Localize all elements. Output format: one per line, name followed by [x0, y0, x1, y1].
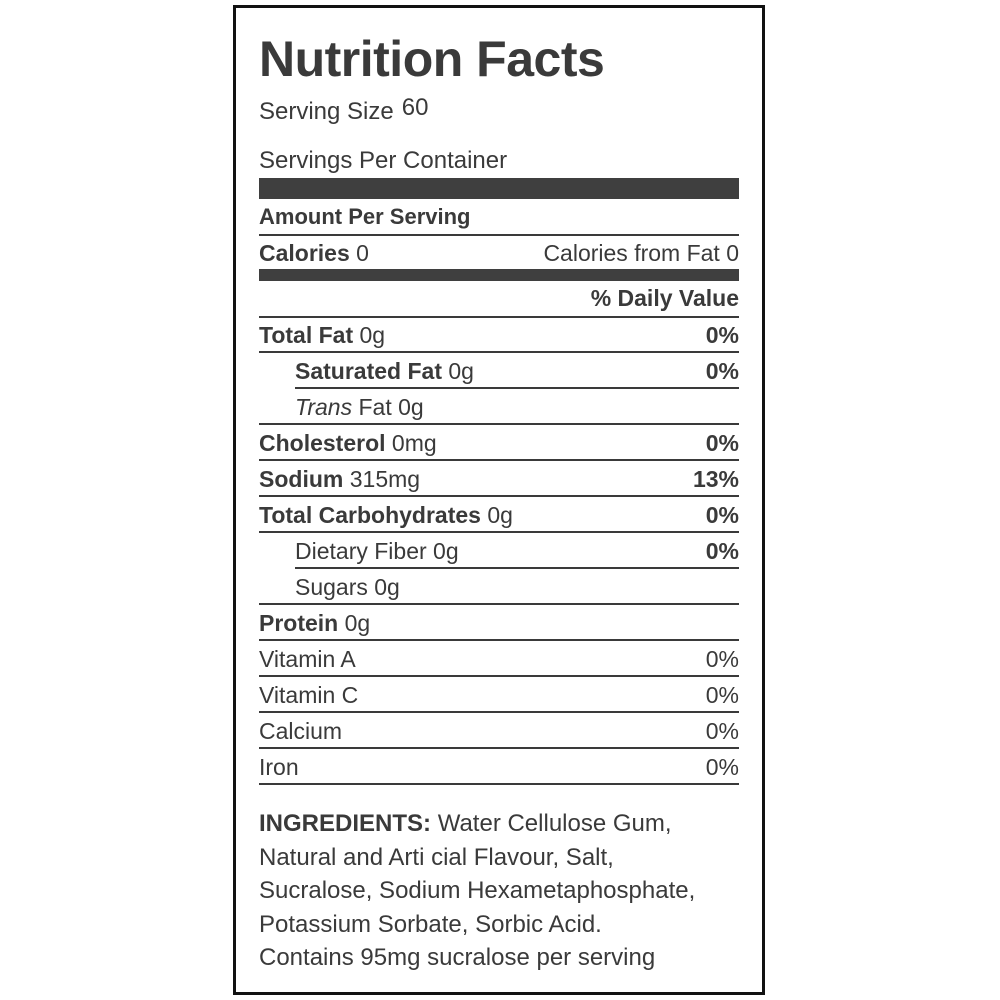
nutrient-row-saturated-fat: Saturated Fat 0g 0% — [295, 354, 739, 389]
calories-label: Calories — [259, 240, 350, 266]
vitamin-row-a: Vitamin A 0% — [259, 642, 739, 677]
nutrient-dv: 0% — [705, 322, 739, 348]
amount-per-serving: Amount Per Serving — [259, 199, 739, 236]
vitamin-dv: 0% — [705, 754, 739, 780]
serving-size: Serving Size 60 — [259, 94, 428, 126]
nutrient-dv: 0% — [705, 502, 739, 528]
nutrient-row-sodium: Sodium 315mg 13% — [259, 462, 739, 497]
nutrient-name: Protein — [259, 610, 339, 636]
ingredients-label: INGREDIENTS: — [259, 810, 432, 837]
nutrient-name: Total Carbohydrates — [259, 502, 481, 528]
nutrient-row-protein: Protein 0g — [259, 606, 739, 641]
vitamin-row-calcium: Calcium 0% — [259, 714, 739, 749]
label-title: Nutrition Facts — [259, 31, 605, 87]
vitamin-name: Calcium — [259, 718, 343, 744]
serving-size-label: Serving Size — [259, 98, 394, 125]
nutrient-dv: 0% — [705, 538, 739, 564]
nutrient-row-sugars: Sugars 0g — [259, 570, 739, 605]
nutrient-name: Total Fat — [259, 322, 354, 348]
ingredients-line: Natural and Arti cial Flavour, Salt, — [259, 843, 614, 871]
nutrient-row-trans-fat: Trans Fat 0g — [259, 390, 739, 425]
vitamin-dv: 0% — [705, 646, 739, 672]
nutrient-amount: 0g — [359, 322, 386, 348]
nutrition-label: Nutrition Facts Serving Size 60 Servings … — [233, 5, 765, 995]
serving-size-value: 60 — [401, 94, 429, 121]
nutrient-name: Dietary Fiber — [295, 538, 427, 564]
nutrient-name: Cholesterol — [259, 430, 386, 456]
nutrient-row-total-carbohydrates: Total Carbohydrates 0g 0% — [259, 498, 739, 533]
nutrient-amount: 0g — [374, 574, 400, 600]
calories-row: Calories 0 Calories from Fat 0 — [259, 236, 739, 271]
nutrient-name: Saturated Fat — [295, 358, 442, 384]
daily-value-label: % Daily Value — [590, 285, 739, 311]
nutrient-row-dietary-fiber: Dietary Fiber 0g 0% — [295, 534, 739, 569]
ingredients-line: Water Cellulose Gum, — [437, 810, 672, 837]
nutrient-name-italic: Trans — [295, 394, 353, 420]
nutrient-amount: 0g — [398, 394, 424, 420]
nutrient-amount: 0mg — [391, 430, 437, 456]
ingredients: INGREDIENTS: Water Cellulose Gum, Natura… — [259, 807, 749, 975]
vitamin-row-iron: Iron 0% — [259, 750, 739, 785]
vitamin-dv: 0% — [705, 682, 739, 708]
nutrient-row-total-fat: Total Fat 0g 0% — [259, 318, 739, 353]
servings-per-container: Servings Per Container — [259, 147, 508, 174]
nutrient-name: Sodium — [259, 466, 344, 492]
nutrient-amount: 0g — [433, 538, 459, 564]
vitamin-dv: 0% — [705, 718, 739, 744]
nutrient-dv: 0% — [705, 430, 739, 456]
medium-divider — [259, 269, 739, 281]
nutrient-amount: 0g — [487, 502, 513, 528]
vitamin-row-c: Vitamin C 0% — [259, 678, 739, 713]
nutrient-amount: 0g — [448, 358, 474, 384]
calories-from-fat: Calories from Fat 0 — [543, 240, 739, 266]
daily-value-header: % Daily Value — [259, 281, 739, 318]
calories-value: 0 — [356, 240, 369, 266]
vitamin-name: Vitamin A — [259, 646, 356, 672]
nutrient-amount: 315mg — [349, 466, 421, 492]
ingredients-line: Sucralose, Sodium Hexametaphosphate, — [259, 877, 696, 904]
nutrient-name: Sugars — [295, 574, 368, 600]
ingredients-line: Contains 95mg sucralose per serving — [259, 944, 656, 971]
nutrient-name: Fat — [358, 394, 392, 420]
ingredients-line: Potassium Sorbate, Sorbic Acid. — [259, 910, 602, 938]
nutrient-row-cholesterol: Cholesterol 0mg 0% — [259, 426, 739, 461]
nutrient-dv: 13% — [692, 466, 739, 492]
vitamin-name: Iron — [259, 754, 299, 780]
vitamin-name: Vitamin C — [259, 682, 359, 708]
thick-divider — [259, 178, 739, 199]
nutrient-dv: 0% — [705, 358, 739, 384]
nutrient-amount: 0g — [344, 610, 371, 636]
